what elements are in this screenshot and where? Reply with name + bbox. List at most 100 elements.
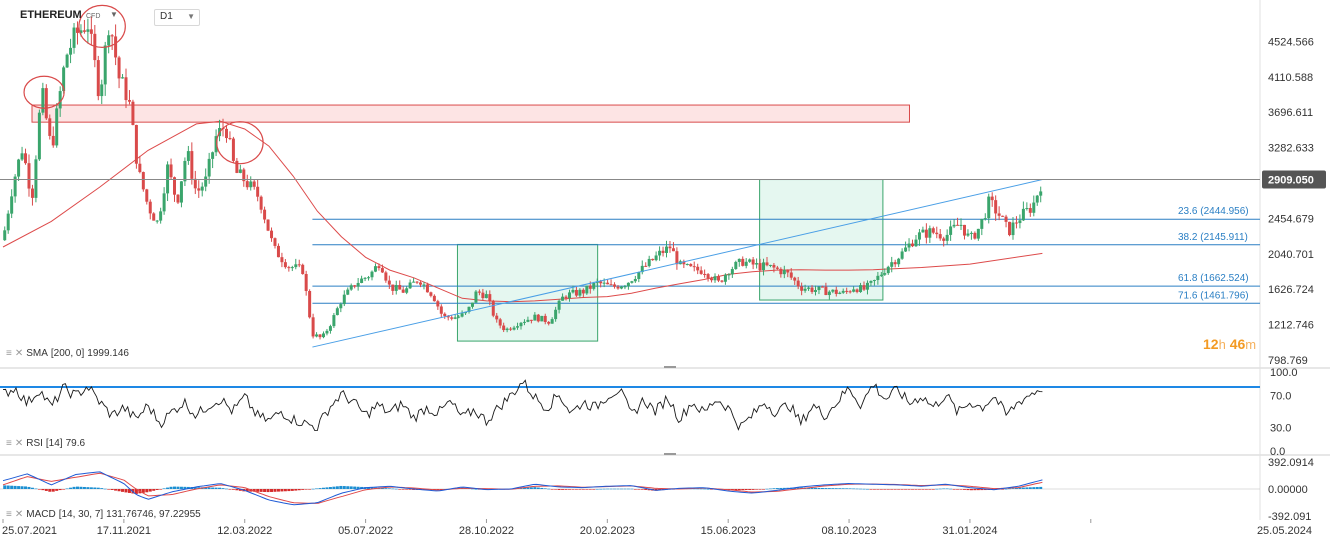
macd-histogram-bar (325, 487, 329, 489)
macd-histogram-bar (263, 489, 267, 492)
macd-histogram-bar (637, 489, 641, 490)
candle-body (969, 232, 973, 234)
macd-histogram-bar (772, 488, 776, 489)
sma-indicator-label[interactable]: ≡ ✕ SMA [200, 0] 1999.146 (6, 348, 129, 359)
macd-histogram-bar (813, 487, 817, 489)
macd-histogram-bar (1035, 487, 1039, 489)
sma-value: 1999.146 (87, 348, 129, 359)
candle-body (321, 333, 325, 338)
macd-histogram-bar (127, 489, 131, 493)
macd-histogram-bar (387, 488, 391, 490)
macd-histogram-bar (1008, 488, 1012, 490)
close-icon[interactable]: ✕ (14, 438, 24, 449)
candle-body (34, 159, 38, 198)
candle-body (509, 328, 513, 330)
candle-body (834, 289, 838, 294)
close-icon[interactable]: ✕ (14, 348, 24, 359)
candle-body (44, 88, 48, 119)
macd-histogram-bar (519, 488, 523, 490)
candle-body (682, 261, 686, 265)
macd-histogram-bar (1004, 488, 1008, 490)
candle-body (865, 282, 869, 290)
menu-icon[interactable]: ≡ (6, 348, 12, 359)
candle-body (668, 246, 672, 249)
menu-icon[interactable]: ≡ (6, 438, 12, 449)
timeframe-select[interactable]: D1 ▼ (154, 9, 200, 26)
macd-histogram-bar (630, 488, 634, 490)
price-tick-label: 1212.746 (1268, 320, 1314, 332)
macd-histogram-bar (748, 489, 752, 490)
candle-body (443, 313, 447, 316)
candle-body (529, 319, 533, 321)
candle-body (290, 267, 294, 269)
candle-body (588, 285, 592, 289)
macd-histogram-bar (831, 488, 835, 489)
candle-body (522, 321, 526, 323)
macd-histogram-bar (224, 488, 228, 490)
macd-histogram-bar (529, 487, 533, 490)
candle-body (107, 35, 111, 46)
candle-body (72, 27, 76, 48)
candle-body (20, 153, 24, 160)
menu-icon[interactable]: ≡ (6, 509, 12, 520)
candle-body (737, 258, 741, 262)
macd-histogram-bar (914, 489, 918, 490)
macd-histogram-bar (166, 487, 170, 490)
candle-body (623, 286, 627, 288)
candle-body (304, 274, 308, 291)
candle-body (578, 289, 582, 296)
candle-body (536, 314, 540, 322)
candle-body (706, 274, 710, 279)
candle-body (609, 284, 613, 286)
circled-tops-layer (23, 4, 264, 165)
resistance-zone-layer (31, 104, 910, 123)
price-tick-label: 798.769 (1268, 355, 1308, 367)
candle-body (820, 286, 824, 288)
close-icon[interactable]: ✕ (14, 509, 24, 520)
candle-body (464, 311, 468, 314)
candle-body (360, 278, 364, 283)
symbol-name[interactable]: ETHEREUM (20, 9, 82, 21)
candle-body (516, 326, 520, 328)
rsi-indicator-label[interactable]: ≡ ✕ RSI [14] 79.6 (6, 438, 85, 449)
macd-histogram-bar (890, 489, 894, 490)
macd-histogram-bar (1001, 489, 1005, 490)
macd-histogram-bar (124, 489, 128, 493)
candle-body (921, 229, 925, 233)
fibonacci-layer: 23.6 (2444.956) 38.2 (2145.911) 61.8 (1662… (312, 206, 1260, 304)
macd-histogram-bar (304, 489, 308, 490)
macd-histogram-bar (526, 487, 530, 490)
candle-body (772, 264, 776, 268)
date-tick-label: 15.06.2023 (701, 525, 756, 537)
candle-body (377, 266, 381, 269)
candle-body (100, 84, 104, 97)
date-tick-label: 05.07.2022 (338, 525, 393, 537)
candle-body (838, 292, 842, 294)
candle-body (980, 219, 984, 229)
date-axis: 25.07.2021 17.11.2021 12.03.2022 05.07.2022… (2, 519, 1312, 537)
macd-histogram-bar (1011, 488, 1015, 489)
candle-body (519, 322, 523, 327)
candle-body (121, 77, 125, 79)
candle-body (1021, 208, 1025, 221)
macd-histogram-bar (1018, 487, 1022, 490)
timer-hours-unit: h (1218, 337, 1226, 352)
macd-histogram-bar (117, 489, 121, 492)
macd-histogram-bar (110, 489, 114, 490)
macd-histogram-bar (588, 489, 592, 490)
macd-histogram-bar (921, 489, 925, 490)
candle-body (162, 193, 166, 212)
macd-histogram-bar (315, 488, 319, 490)
chevron-down-icon[interactable]: ▼ (110, 10, 118, 19)
candle-body (176, 194, 180, 203)
candle-body (917, 232, 921, 240)
candle-body (173, 177, 177, 195)
macd-histogram-bar (214, 487, 218, 489)
candle-body (488, 294, 492, 302)
candle-body (852, 289, 856, 292)
macd-histogram-bar (550, 489, 554, 490)
macd-histogram-bar (595, 488, 599, 490)
macd-histogram-bar (266, 489, 270, 493)
macd-indicator-label[interactable]: ≡ ✕ MACD [14, 30, 7] 131.76746, 97.22955 (6, 509, 201, 520)
